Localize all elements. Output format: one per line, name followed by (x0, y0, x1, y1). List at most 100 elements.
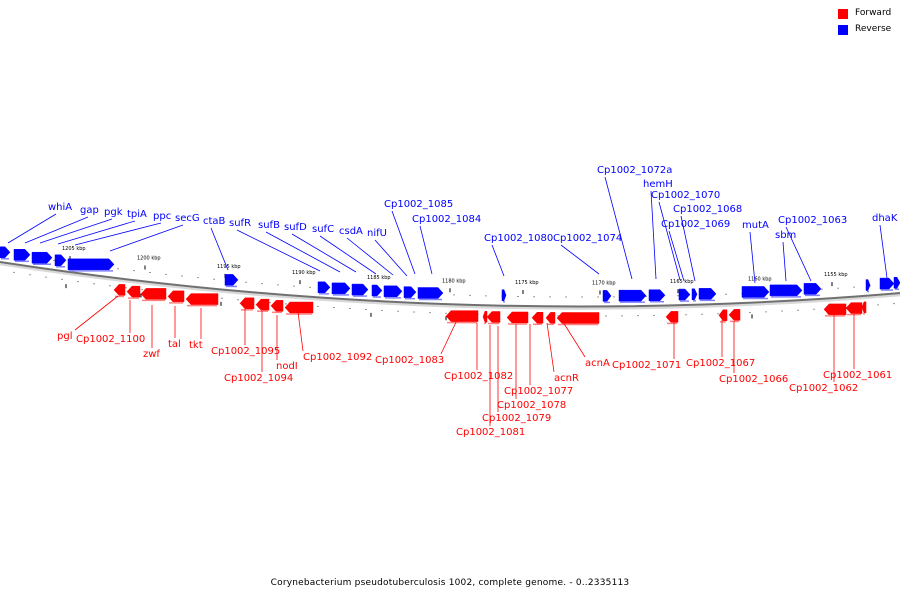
reverse-leader-line (491, 244, 505, 277)
reverse-gene-arrow (417, 287, 444, 299)
tick-label: 1170 kbp (592, 280, 616, 286)
forward-gene-arrow (140, 288, 167, 300)
reverse-leader-line (346, 237, 394, 276)
reverse-leader-line (109, 224, 184, 252)
reverse-leader-line (236, 229, 321, 272)
forward-gene-arrow (255, 298, 270, 311)
forward-gene-arrow (126, 285, 141, 298)
reverse-leader-line (291, 233, 357, 273)
reverse-gene-label: pgk (104, 207, 123, 218)
forward-leader-line (546, 322, 555, 373)
forward-leader-line (440, 319, 458, 355)
forward-gene-label: Cp1002_1077 (504, 386, 573, 397)
reverse-gene-arrow (741, 286, 770, 298)
reverse-gene-arrow (602, 290, 612, 302)
reverse-gene-label: Cp1002_1072a (597, 165, 672, 176)
forward-gene-arrow (482, 311, 488, 323)
forward-gene-label: Cp1002_1079 (482, 413, 551, 424)
tick-label: 1175 kbp (515, 280, 539, 286)
reverse-leader-line (650, 190, 657, 280)
forward-leader-line (562, 321, 586, 358)
forward-gene-arrow (185, 293, 219, 305)
reverse-gene-arrow (67, 258, 115, 271)
reverse-gene-label: sufR (229, 218, 251, 229)
forward-gene-arrow (845, 302, 863, 314)
tick-label: 1165 kbp (670, 279, 694, 285)
reverse-gene-arrow (371, 284, 383, 297)
reverse-gene-label: mutA (742, 220, 769, 231)
forward-gene-arrow (284, 301, 314, 314)
reverse-gene-arrow (0, 246, 11, 259)
reverse-gene-label: tpiA (127, 209, 147, 220)
tick-label: 1195 kbp (217, 264, 241, 270)
forward-gene-arrow (545, 312, 556, 324)
reverse-gene-label: Cp1002_1070 (651, 190, 720, 201)
reverse-gene-label: sbm (775, 230, 796, 241)
reverse-gene-label: ctaB (203, 216, 226, 227)
reverse-gene-arrow (383, 285, 403, 298)
forward-gene-label: Cp1002_1071 (612, 360, 681, 371)
reverse-gene-label: sufC (312, 224, 334, 235)
forward-gene-arrow (486, 311, 501, 323)
forward-gene-label: tkt (189, 340, 203, 351)
reverse-gene-arrow (678, 288, 691, 301)
reverse-leader-line (879, 224, 888, 279)
reverse-leader-line (265, 231, 341, 273)
reverse-leader-line (74, 222, 162, 246)
forward-gene-label: Cp1002_1078 (497, 400, 566, 411)
reverse-gene-arrow (879, 277, 895, 290)
gene-layer (0, 246, 900, 326)
reverse-gene-label: sufB (258, 220, 280, 231)
reverse-gene-label: whiA (48, 202, 72, 213)
reverse-leader-line (57, 220, 136, 245)
reverse-leader-line (7, 213, 57, 244)
forward-gene-arrow (556, 312, 600, 324)
backbone-shadow (0, 262, 900, 310)
forward-gene-arrow (861, 301, 867, 314)
forward-gene-label: Cp1002_1081 (456, 427, 525, 438)
reverse-gene-label: csdA (339, 226, 363, 237)
backbone (0, 261, 900, 308)
reverse-gene-label: dhaK (872, 213, 898, 224)
forward-gene-label: Cp1002_1100 (76, 334, 145, 345)
reverse-gene-arrow (13, 249, 31, 261)
reverse-label: Reverse (855, 24, 892, 34)
forward-gene-arrow (506, 311, 529, 324)
forward-gene-label: Cp1002_1082 (444, 371, 513, 382)
forward-gene-arrow (823, 303, 847, 316)
reverse-gene-arrow (331, 282, 351, 295)
forward-gene-label: acnR (554, 373, 579, 384)
forward-gene-label: nodI (276, 361, 298, 372)
reverse-gene-label: Cp1002_1069 (661, 219, 730, 230)
genome-caption: Corynebacterium pseudotuberculosis 1002,… (270, 578, 630, 588)
forward-gene-arrow (718, 309, 728, 322)
reverse-gene-arrow (224, 274, 239, 286)
reverse-gene-label: nifU (367, 228, 387, 239)
reverse-leader-line (668, 230, 685, 282)
reverse-gene-arrow (691, 288, 698, 301)
reverse-gene-arrow (317, 281, 331, 294)
reverse-leader-line (782, 241, 787, 282)
reverse-leader-line (374, 239, 408, 277)
forward-gene-label: Cp1002_1092 (303, 352, 372, 363)
reverse-gene-label: Cp1002_1085 (384, 199, 453, 210)
reverse-gene-arrow (769, 284, 803, 297)
forward-gene-label: Cp1002_1095 (211, 346, 280, 357)
reverse-leader-line (560, 244, 600, 275)
reverse-swatch (838, 25, 848, 35)
reverse-gene-arrow (403, 286, 417, 298)
forward-gene-label: tal (168, 339, 181, 350)
forward-gene-arrow (239, 297, 255, 310)
reverse-gene-arrow (698, 288, 717, 300)
forward-gene-label: Cp1002_1066 (719, 374, 788, 385)
forward-gene-arrow (167, 290, 185, 303)
reverse-gene-label: Cp1002_1084 (412, 214, 481, 225)
reverse-gene-arrow (893, 277, 900, 289)
reverse-leader-line (785, 226, 812, 282)
forward-leader-line (297, 311, 304, 352)
tick-label: 1190 kbp (292, 270, 316, 276)
tick-label: 1200 kbp (137, 255, 161, 261)
tick-label: 1205 kbp (62, 246, 86, 252)
reverse-leader-line (680, 215, 696, 282)
forward-gene-arrow (665, 311, 679, 323)
